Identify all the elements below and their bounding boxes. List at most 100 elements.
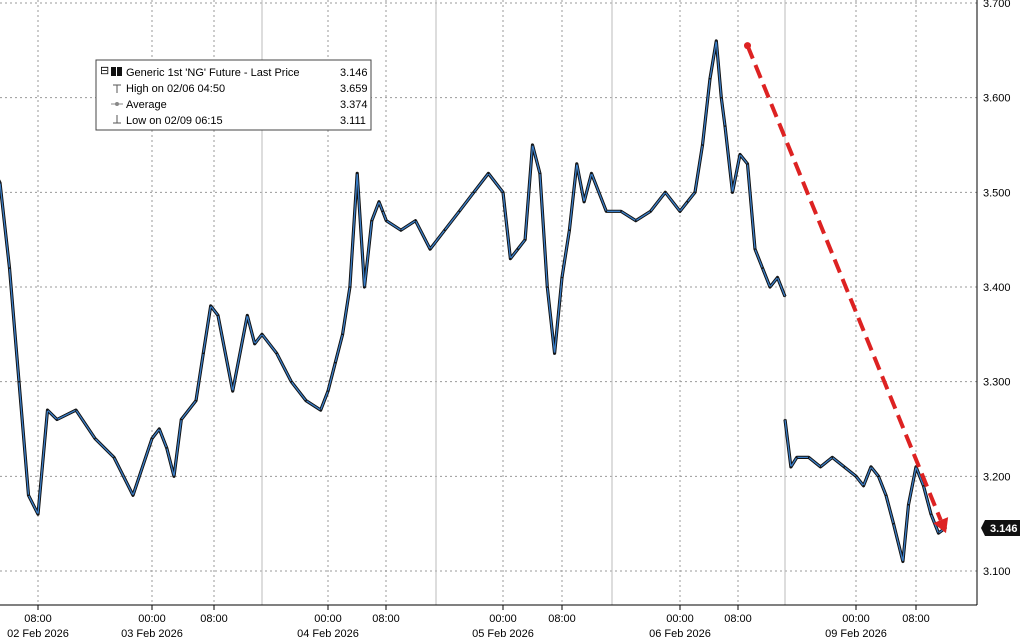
arrow-shaft (745, 44, 943, 521)
legend-entry-value: 3.659 (340, 83, 368, 95)
price-point (915, 466, 917, 468)
x-tick-date: 06 Feb 2026 (649, 628, 711, 640)
y-tick-labels: 3.100 3.200 3.300 3.400 3.500 3.600 3.700 (983, 0, 1011, 578)
price-point (701, 144, 704, 146)
price-point (75, 409, 77, 411)
price-point (305, 399, 307, 402)
price-point (180, 418, 183, 421)
price-point (686, 201, 689, 203)
price-point (761, 267, 764, 269)
price-point (769, 286, 771, 288)
x-tick-date: 04 Feb 2026 (297, 628, 359, 640)
price-point (776, 276, 779, 279)
price-point (885, 494, 887, 497)
price-point (561, 276, 563, 279)
price-point (363, 286, 366, 288)
price-point (784, 295, 786, 298)
price-point (56, 418, 58, 421)
price-point (531, 144, 534, 146)
price-point (855, 475, 857, 478)
legend-entry-label: Average (126, 99, 167, 111)
arrow-head (933, 517, 949, 534)
legend-entry-value: 3.146 (340, 67, 368, 79)
price-point (796, 456, 798, 459)
chart-axes (0, 0, 978, 606)
price-point (720, 96, 723, 99)
price-point (509, 257, 512, 260)
price-point (253, 343, 256, 345)
legend-collapse-glyph[interactable]: ⊟ (100, 65, 109, 77)
x-tick-date: 02 Feb 2026 (7, 628, 69, 640)
price-point (275, 352, 278, 355)
price-point (568, 229, 571, 231)
last-price-tag: 3.146 (981, 520, 1020, 536)
y-tick-label: 3.200 (983, 471, 1011, 483)
price-point (502, 191, 504, 194)
price-line (784, 419, 947, 563)
price-point (195, 399, 197, 402)
price-point (246, 314, 249, 317)
price-point (553, 352, 556, 355)
price-point (165, 447, 168, 449)
price-point (202, 352, 205, 355)
price-point (371, 219, 373, 222)
price-point (334, 361, 337, 364)
price-point (429, 248, 431, 250)
price-point (739, 153, 741, 156)
price-point (907, 503, 910, 506)
y-tick-label: 3.300 (983, 377, 1011, 389)
price-point (18, 380, 20, 383)
trend-arrow (744, 42, 949, 534)
legend-entry-label: Generic 1st 'NG' Future - Last Price (126, 67, 300, 79)
price-point (930, 513, 932, 515)
x-tick-time: 08:00 (200, 613, 228, 625)
price-point (709, 77, 711, 80)
price-point (524, 238, 526, 241)
price-point (173, 475, 175, 478)
legend-entry-value: 3.111 (340, 115, 366, 127)
candle-body-trace (783, 419, 947, 564)
price-point (443, 229, 446, 231)
price-point (546, 286, 549, 288)
price-point (877, 475, 880, 478)
price-point (217, 314, 219, 317)
price-point (378, 201, 380, 203)
price-point (724, 125, 726, 127)
price-point (790, 466, 792, 468)
price-point (27, 494, 30, 497)
x-tick-time: 08:00 (724, 613, 752, 625)
y-tick-label: 3.400 (983, 282, 1011, 294)
price-line (0, 40, 786, 515)
price-series (0, 39, 947, 564)
y-tick-label: 3.600 (983, 93, 1011, 105)
x-tick-time: 08:00 (548, 613, 576, 625)
price-point (605, 210, 608, 213)
legend-entry-label: Low on 02/09 06:15 (126, 115, 223, 127)
price-point (583, 201, 585, 203)
legend-box (95, 59, 372, 131)
price-point (922, 485, 925, 487)
price-point (356, 172, 359, 175)
price-point (349, 286, 351, 288)
price-point (620, 210, 622, 213)
y-tick-label: 3.700 (983, 0, 1011, 10)
price-point (113, 456, 115, 459)
price-point (784, 418, 786, 421)
price-point (892, 522, 895, 525)
x-tick-date: 03 Feb 2026 (121, 628, 183, 640)
last-price-box (981, 520, 1020, 536)
chart-legend: ⊟ Generic 1st 'NG' Future - Last Price 3… (95, 59, 372, 131)
x-tick-date: 05 Feb 2026 (472, 628, 534, 640)
price-point (679, 210, 681, 213)
x-tick-time: 00:00 (138, 613, 166, 625)
candle-icon (111, 67, 122, 76)
price-point (843, 466, 845, 468)
price-point (635, 219, 637, 222)
average-marker-icon (111, 102, 123, 106)
price-point (754, 248, 756, 250)
price-point (902, 560, 904, 563)
legend-entry-label: High on 02/06 04:50 (126, 83, 225, 95)
x-tick-time: 08:00 (372, 613, 400, 625)
price-point (590, 172, 593, 175)
